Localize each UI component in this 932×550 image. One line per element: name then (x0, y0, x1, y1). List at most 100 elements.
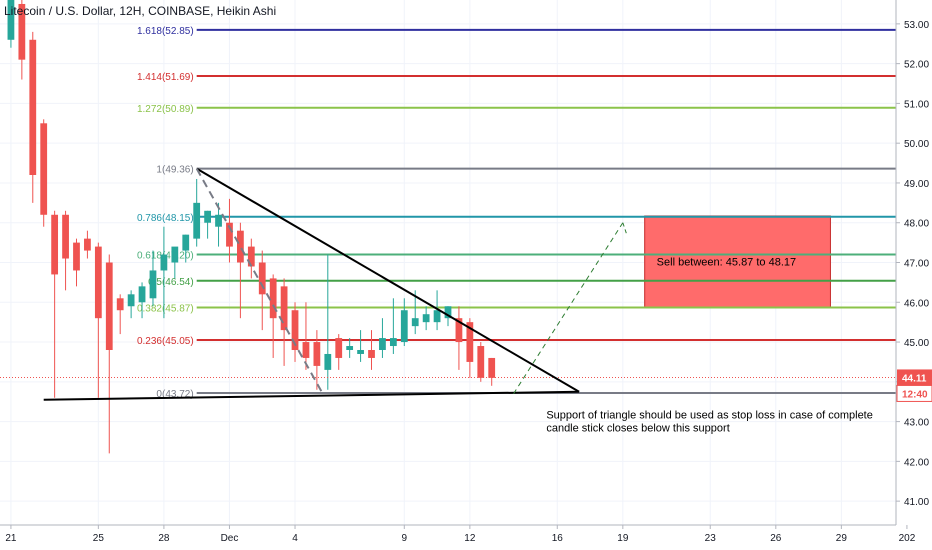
candle-body (149, 270, 157, 299)
candle (204, 210, 211, 239)
candle (269, 274, 277, 358)
note-line: Support of triangle should be used as st… (546, 410, 873, 422)
countdown-label: 12:40 (902, 389, 928, 400)
price-tick-label: 51.00 (904, 99, 929, 110)
candle (389, 298, 397, 354)
candle-body (127, 294, 135, 307)
price-tick-label: 43.00 (904, 418, 929, 429)
fib-level-label: 1.272(50.89) (137, 104, 194, 115)
candle (291, 302, 299, 362)
candle-body (226, 222, 233, 247)
time-axis[interactable]: 21 25 28 Dec 4 9 12 16 19 23 26 29 202 (0, 524, 932, 550)
current-price-label: 44.11 (902, 373, 927, 384)
time-tick-label: 25 (93, 533, 105, 544)
candle (84, 230, 91, 259)
candle (171, 246, 179, 279)
candle (138, 282, 146, 319)
candle (226, 198, 233, 263)
candle (455, 306, 463, 370)
candle-body (182, 234, 190, 251)
fib-level-label: 0(43.72) (156, 389, 193, 400)
candle-body (73, 242, 80, 271)
candle (73, 238, 80, 287)
candle-body (40, 123, 48, 215)
candle (368, 330, 375, 370)
candle (313, 330, 321, 390)
projection-arrow-head (622, 222, 628, 235)
price-tick-label: 53.00 (904, 20, 929, 31)
candle (182, 234, 190, 263)
stop-loss-note: Support of triangle should be used as st… (546, 410, 873, 435)
drawings (43, 167, 628, 401)
price-tick-label: 48.00 (904, 219, 929, 230)
fib-level-label: 0.382(45.87) (137, 303, 194, 314)
candle (105, 254, 113, 454)
candle (62, 210, 69, 291)
candle-body (138, 286, 146, 303)
candle (335, 334, 343, 370)
candle-body (335, 338, 343, 358)
candle-body (411, 318, 419, 327)
price-tick-label: 46.00 (904, 298, 929, 309)
chart-title: Litecoin / U.S. Dollar, 12H, COINBASE, H… (4, 4, 277, 18)
candle-body (422, 314, 430, 323)
fib-level-label: 0.786(48.15) (137, 213, 194, 224)
fib-level-label: 1.618(52.85) (137, 26, 194, 37)
candle (40, 119, 48, 227)
candle-body (84, 238, 91, 251)
candle (302, 302, 310, 370)
candle-body (400, 310, 408, 343)
candles (0, 0, 896, 454)
candle-body (193, 202, 201, 239)
candle-body (346, 346, 354, 350)
time-tick-label: 202 (899, 533, 916, 544)
candle (193, 178, 201, 247)
candle-body (269, 278, 277, 319)
candle-body (466, 322, 474, 362)
candle (324, 254, 332, 390)
candle-body (477, 346, 485, 378)
time-tick-label: 26 (770, 533, 782, 544)
candle-body (313, 342, 321, 366)
candle (247, 238, 255, 279)
candle-body (171, 246, 179, 263)
candle-body (7, 0, 15, 40)
fib-trend-line (195, 168, 324, 394)
price-tick-label: 47.00 (904, 259, 929, 270)
time-tick-label: Dec (221, 533, 239, 544)
projection-arrow (513, 222, 624, 395)
time-tick-label: 12 (464, 533, 476, 544)
candle-body (18, 3, 26, 60)
candle (400, 298, 408, 347)
fib-level-label: 1.414(51.69) (137, 72, 194, 83)
candle (280, 278, 288, 366)
fib-level-label: 0.236(45.05) (137, 336, 194, 347)
price-axis[interactable]: 53.00 52.00 51.00 50.00 49.00 48.00 47.00 46.00… (895, 0, 932, 550)
candle-body (160, 254, 168, 271)
candle (215, 202, 222, 247)
candle-body (368, 350, 375, 358)
time-tick-label: 28 (158, 533, 170, 544)
candle (477, 342, 485, 382)
price-axis-background (896, 0, 932, 550)
candle (422, 306, 430, 331)
candle (411, 290, 419, 335)
candle-body (204, 210, 211, 223)
time-tick-label: 19 (617, 533, 629, 544)
time-tick-label: 16 (552, 533, 564, 544)
sell-zone-layer: Sell between: 45.87 to 48.17 (644, 215, 831, 308)
candle (149, 250, 157, 307)
candle-body (324, 353, 332, 370)
candle (29, 31, 37, 203)
candle (116, 294, 124, 335)
candle (160, 226, 168, 319)
candle (346, 338, 354, 358)
candle-body (105, 262, 113, 350)
candle-body (455, 318, 463, 343)
triangle-resistance-line (196, 167, 580, 393)
candle (433, 290, 441, 331)
candle (7, 0, 15, 48)
candle-body (247, 246, 255, 267)
time-tick-label: 21 (5, 533, 17, 544)
